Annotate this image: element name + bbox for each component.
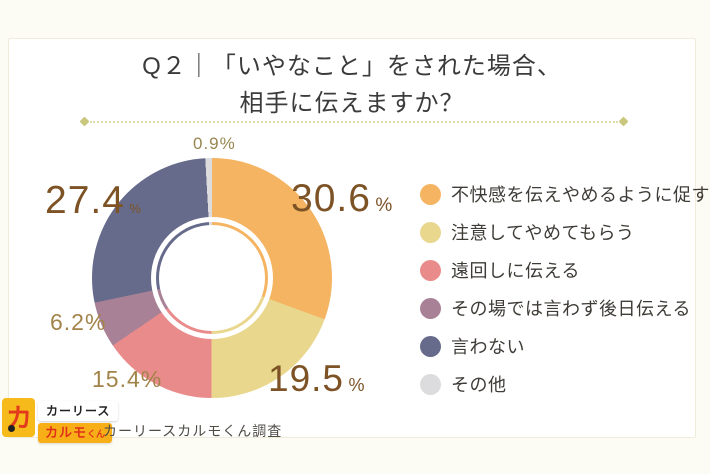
percent-label-convey-discomfort: 30.6 % [291,177,393,220]
legend-label: 不快感を伝えやめるように促す [451,185,710,205]
legend-label: その他 [451,375,507,395]
legend-label: その場では言わず後日伝える [451,299,691,319]
percent-label-tell-later: 6.2% [50,309,106,335]
legend-label: 注意してやめてもらう [451,223,635,243]
legend-color-dot-icon [420,335,441,357]
brand-logo: カ [2,398,35,437]
legend-color-dot-icon [420,297,441,319]
legend-color-dot-icon [420,221,441,243]
legend-item: その場では言わず後日伝える [420,295,710,321]
title-line-2: 相手に伝えますか？ [239,90,465,117]
page-title: Q２｜「いやなこと」をされた場合、 相手に伝えますか？ [8,48,696,122]
percent-label-other: 0.9% [193,134,235,153]
legend-color-dot-icon [420,373,441,395]
legend-item: 注意してやめてもらう [420,219,710,245]
percent-label-indirectly: 15.4% [92,366,162,392]
title-line-1: Q２｜「いやなこと」をされた場合、 [142,53,562,80]
legend-color-dot-icon [420,183,441,205]
source-text: カーリースカルモくん調査 [103,423,283,439]
percent-label-ask-to-stop: 19.5 % [268,358,365,399]
chart-legend: 不快感を伝えやめるように促す 注意してやめてもらう 遠回しに伝える その場では言… [420,181,710,397]
legend-color-dot-icon [420,259,441,281]
title-divider [90,121,618,123]
percent-label-say-nothing: 27.4 % [45,179,141,222]
legend-label: 遠回しに伝える [451,261,580,281]
legend-item: 遠回しに伝える [420,257,710,283]
logo-badge-calmo: カルモくん [38,423,113,443]
legend-item: その他 [420,371,710,397]
donut-chart [92,158,332,398]
legend-item: 不快感を伝えやめるように促す [420,181,710,207]
legend-item: 言わない [420,333,710,359]
logo-wheel-icon [8,425,15,432]
legend-label: 言わない [451,337,525,357]
donut-hole [159,225,265,331]
logo-badge-carlease: カーリース [38,401,119,421]
